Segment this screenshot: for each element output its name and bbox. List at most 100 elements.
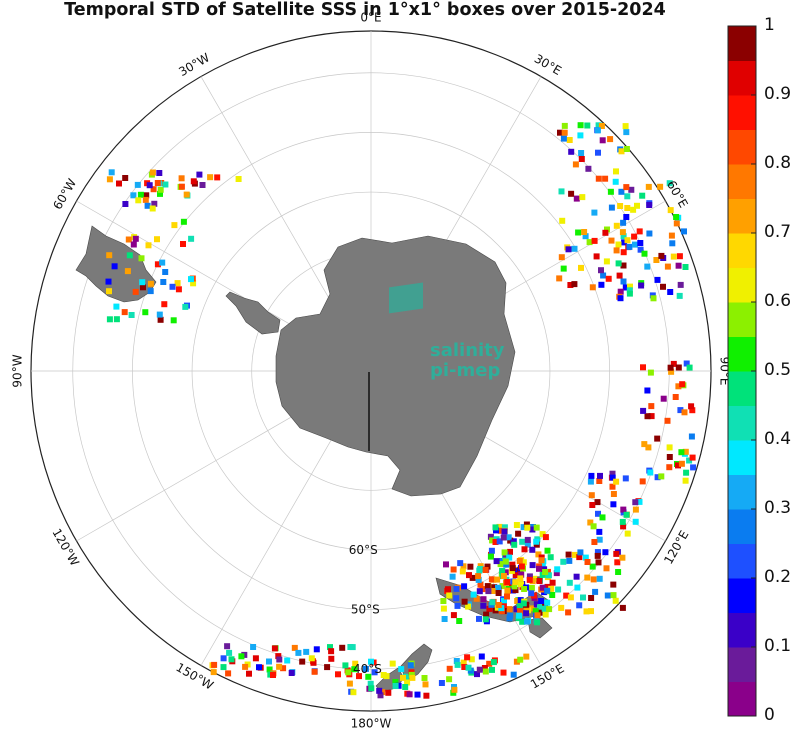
- data-cell: [518, 563, 525, 570]
- colorbar-tick-label: 0.7: [764, 222, 792, 242]
- data-cell: [501, 528, 508, 535]
- data-cell: [667, 207, 674, 214]
- data-cell: [484, 563, 491, 570]
- data-cell: [566, 579, 573, 586]
- data-cell: [529, 526, 536, 533]
- data-cell: [327, 644, 333, 651]
- data-cell: [352, 660, 359, 667]
- colorbar-segment: [728, 60, 756, 96]
- data-cell: [617, 288, 624, 295]
- data-cell: [453, 658, 460, 664]
- data-cell: [497, 527, 504, 534]
- data-cell: [498, 608, 505, 615]
- data-cell: [473, 595, 480, 602]
- data-cell: [544, 587, 551, 594]
- data-cell: [482, 567, 489, 573]
- data-cell: [632, 499, 639, 506]
- data-cell: [613, 168, 619, 175]
- data-cell: [376, 687, 383, 694]
- colorbar-segment: [728, 233, 756, 268]
- data-cell: [523, 521, 530, 528]
- data-cell: [622, 475, 629, 482]
- data-cell: [678, 449, 685, 456]
- data-cell: [142, 309, 149, 316]
- data-cell: [113, 303, 120, 310]
- data-cell: [476, 588, 483, 595]
- data-cell: [324, 664, 331, 671]
- data-cell: [328, 655, 335, 662]
- data-cell: [367, 680, 374, 687]
- data-cell: [538, 557, 545, 564]
- data-cell: [679, 381, 686, 388]
- data-cell: [573, 573, 580, 580]
- data-cell: [658, 252, 665, 259]
- data-cell: [615, 241, 622, 248]
- data-cell: [511, 583, 518, 590]
- data-cell: [676, 292, 683, 299]
- data-cell: [647, 469, 654, 476]
- data-cell: [235, 176, 242, 182]
- data-cell: [225, 670, 232, 677]
- data-cell: [488, 576, 495, 583]
- data-cell: [607, 188, 614, 195]
- data-cell: [609, 474, 616, 481]
- data-cell: [595, 559, 602, 566]
- data-cell: [175, 286, 182, 293]
- data-cell: [598, 267, 604, 274]
- data-cell: [156, 170, 163, 176]
- data-cell: [108, 169, 115, 176]
- data-cell: [595, 510, 601, 517]
- data-cell: [589, 284, 596, 291]
- data-cell: [276, 656, 283, 663]
- data-cell: [509, 561, 516, 568]
- data-cell: [624, 205, 631, 211]
- data-cell: [682, 264, 689, 270]
- data-cell: [500, 669, 507, 676]
- meridian: [200, 422, 342, 666]
- latitude-label: 60°S: [349, 543, 378, 557]
- data-cell: [534, 612, 541, 619]
- data-cell: [666, 444, 673, 451]
- data-cell: [566, 137, 573, 143]
- data-cell: [492, 539, 499, 545]
- data-cell: [666, 464, 673, 471]
- colorbar-segment: [728, 26, 756, 61]
- data-cell: [460, 659, 467, 666]
- data-cell: [675, 364, 682, 371]
- data-cell: [190, 178, 197, 185]
- data-cell: [594, 127, 601, 134]
- data-cell: [683, 360, 690, 367]
- data-cell: [516, 612, 523, 619]
- data-cell: [683, 469, 690, 476]
- data-cell: [513, 658, 520, 665]
- data-cell: [371, 669, 378, 676]
- data-cell: [299, 658, 306, 665]
- data-cell: [623, 129, 630, 136]
- meridian: [76, 200, 320, 342]
- data-cell: [519, 618, 526, 625]
- data-cell: [566, 557, 573, 564]
- data-cell: [154, 236, 160, 243]
- data-cell: [605, 275, 612, 282]
- data-cell: [646, 202, 653, 208]
- colorbar-segment: [728, 198, 756, 234]
- data-cell: [591, 209, 598, 216]
- data-cell: [495, 584, 501, 591]
- longitude-label: 90°W: [10, 354, 24, 387]
- data-cell: [595, 122, 602, 129]
- data-cell: [377, 692, 384, 699]
- data-cell: [520, 600, 527, 607]
- data-cell: [468, 656, 475, 663]
- data-cell: [154, 261, 161, 268]
- data-cell: [624, 530, 631, 537]
- data-cell: [560, 558, 567, 565]
- data-cell: [440, 605, 447, 612]
- data-cell: [681, 409, 688, 416]
- data-cell: [449, 573, 456, 580]
- data-cell: [500, 534, 507, 541]
- data-cell: [595, 149, 601, 156]
- data-cell: [489, 666, 495, 673]
- data-cell: [666, 180, 673, 187]
- data-cell: [619, 604, 626, 611]
- data-cell: [682, 448, 689, 455]
